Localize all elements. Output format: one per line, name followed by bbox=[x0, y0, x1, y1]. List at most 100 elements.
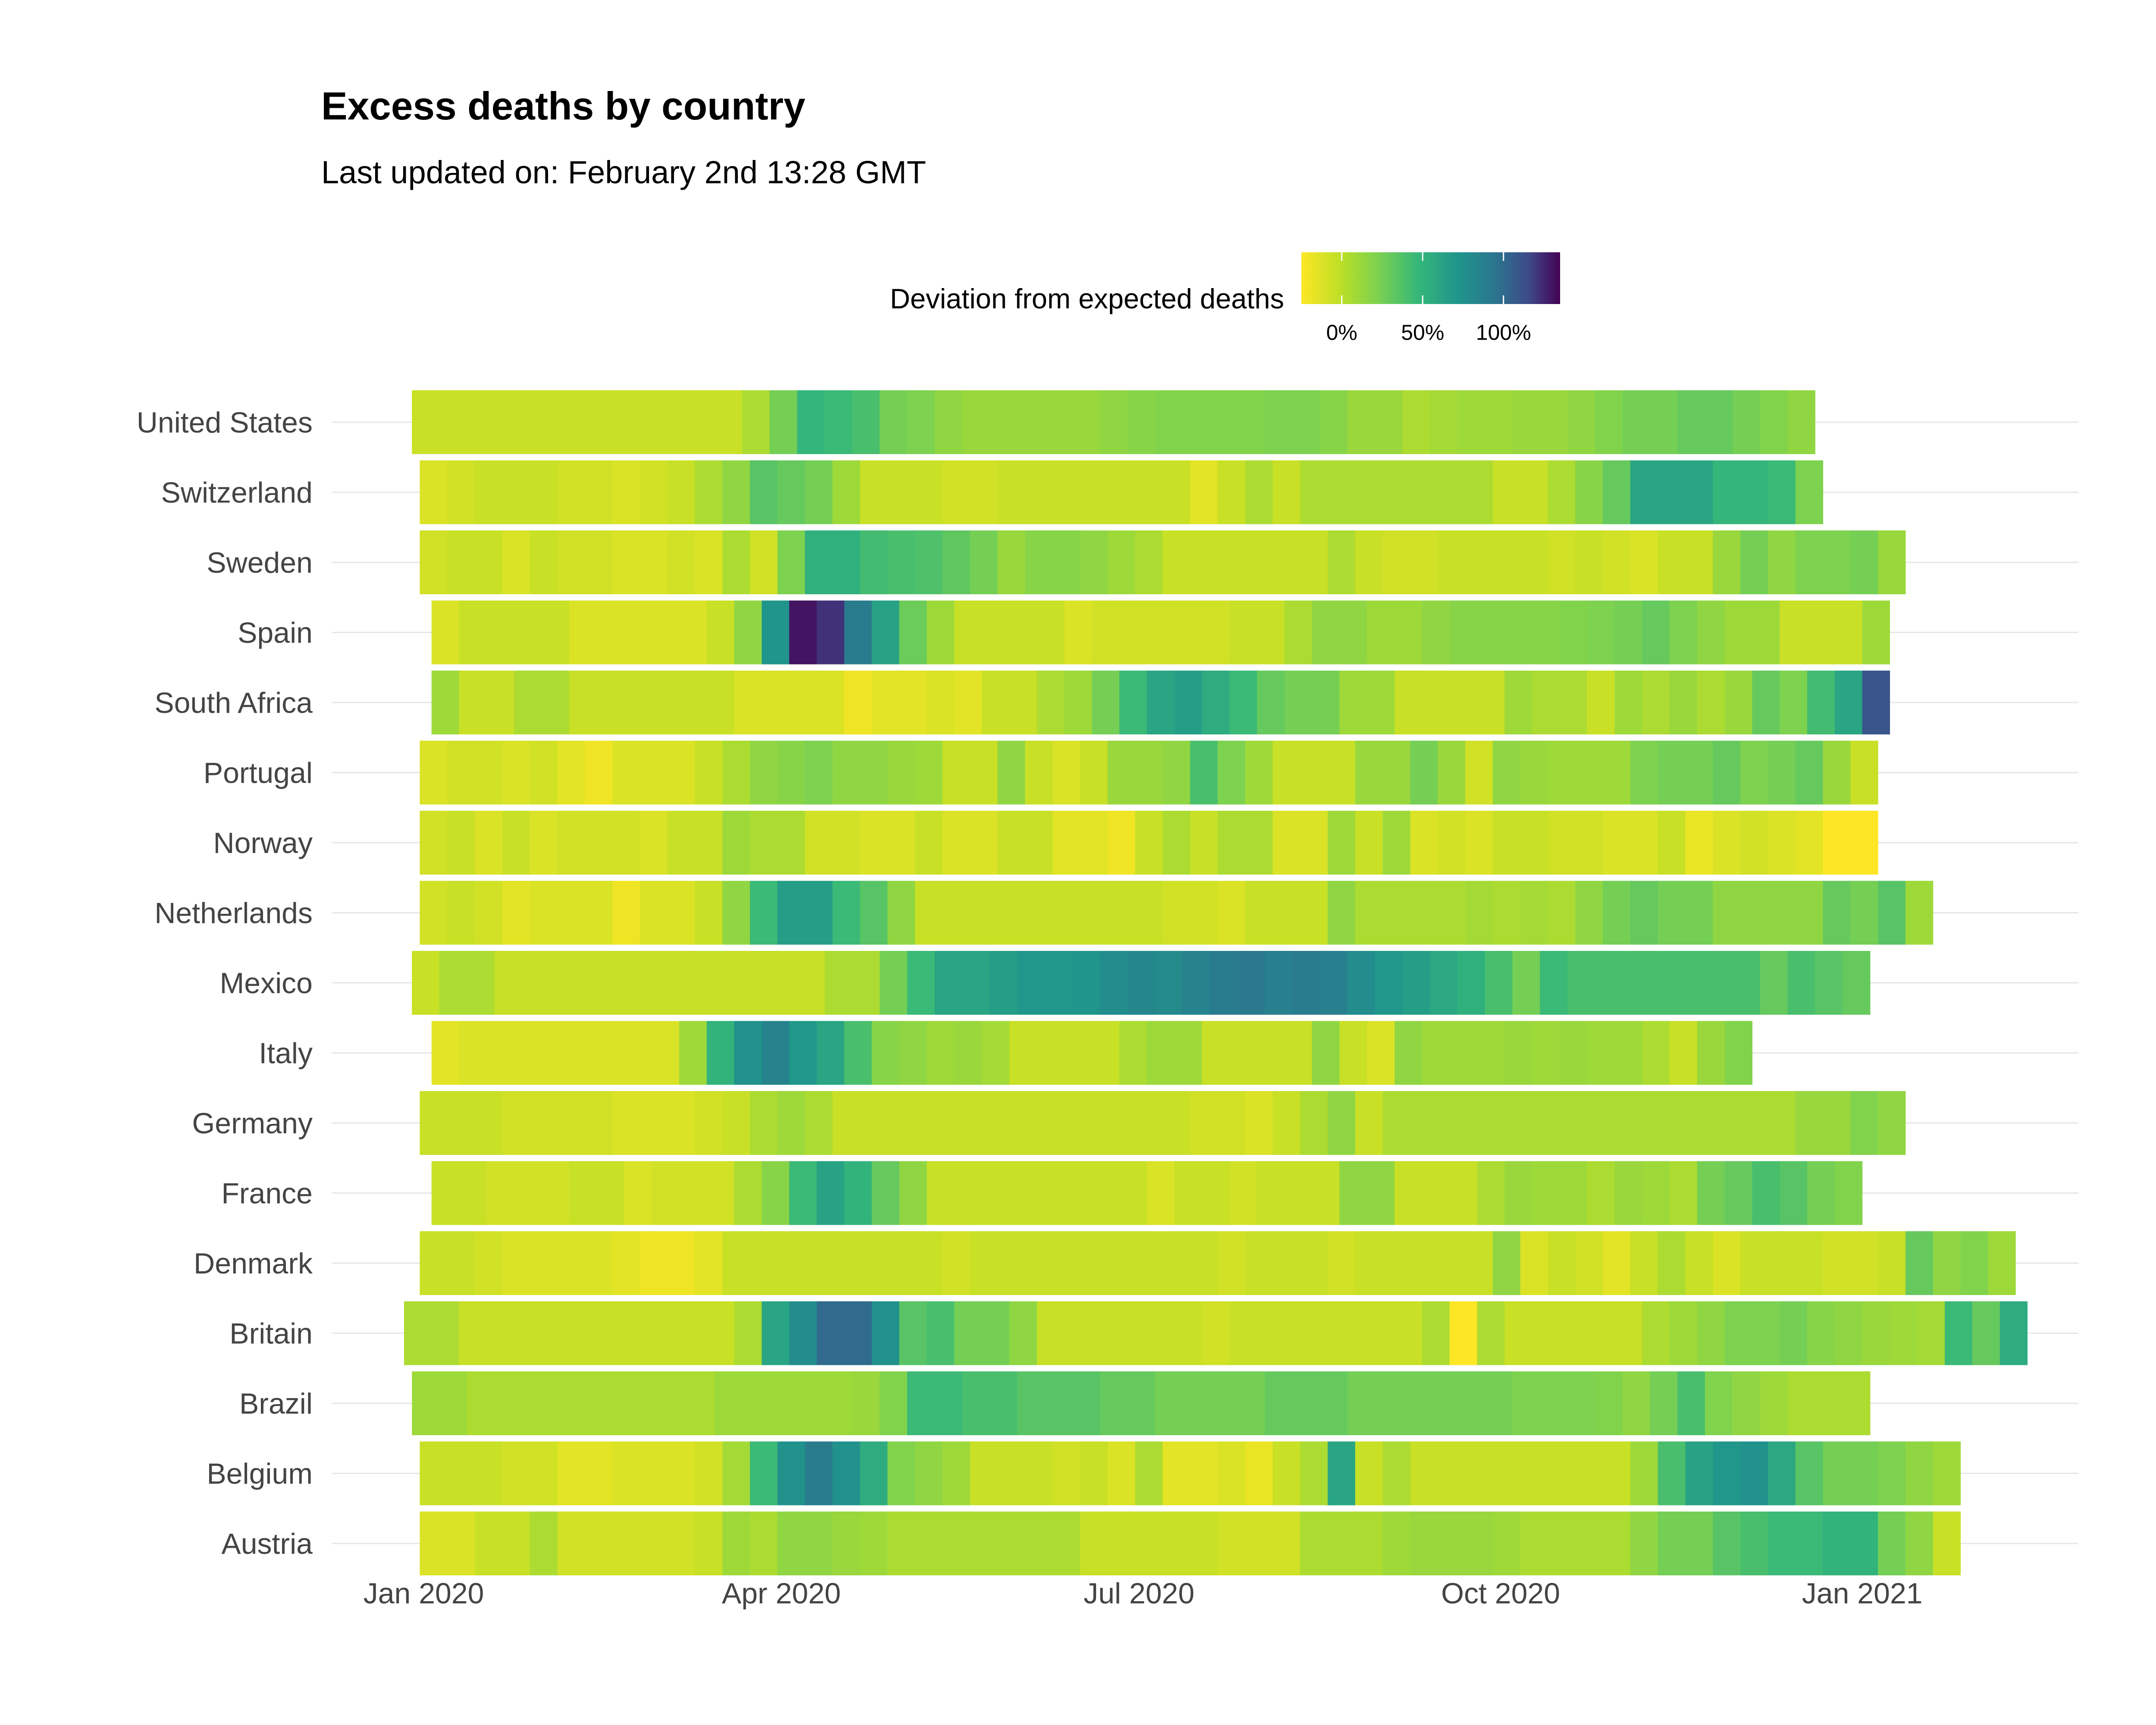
heatmap-cell bbox=[1300, 1512, 1328, 1575]
heatmap-cell bbox=[1795, 740, 1824, 805]
heatmap-cell bbox=[871, 1161, 900, 1225]
heatmap-cell bbox=[1052, 881, 1081, 945]
heatmap-cell bbox=[596, 1301, 625, 1365]
heatmap-cell bbox=[577, 951, 605, 1015]
heatmap-cell bbox=[789, 1021, 817, 1085]
heatmap-cell bbox=[612, 1441, 640, 1505]
heatmap-cell bbox=[1512, 390, 1540, 454]
heatmap-cell bbox=[1823, 1441, 1851, 1505]
heatmap-cell bbox=[1052, 1441, 1081, 1505]
heatmap-cell bbox=[431, 671, 460, 734]
heatmap-cell bbox=[1064, 1161, 1092, 1225]
heatmap-cell bbox=[750, 460, 778, 524]
heatmap-cell bbox=[1410, 1091, 1438, 1155]
heatmap-cell bbox=[1807, 600, 1835, 665]
heatmap-cell bbox=[1107, 1441, 1135, 1505]
heatmap-cell bbox=[1135, 530, 1163, 594]
heatmap-cell bbox=[1107, 530, 1135, 594]
heatmap-cell bbox=[1438, 1441, 1466, 1505]
heatmap-cell bbox=[1430, 390, 1458, 454]
heatmap-cell bbox=[467, 1371, 495, 1435]
heatmap-cell bbox=[1575, 1231, 1603, 1295]
heatmap-cell bbox=[1752, 600, 1780, 665]
heatmap-cell bbox=[887, 460, 915, 524]
heatmap-cell bbox=[542, 1301, 570, 1365]
heatmap-cell bbox=[1603, 1091, 1631, 1155]
heatmap-cell bbox=[667, 740, 696, 805]
heatmap-cell bbox=[805, 740, 833, 805]
heatmap-cell bbox=[585, 881, 613, 945]
heatmap-cell bbox=[915, 881, 943, 945]
heatmap-cell bbox=[1339, 1301, 1367, 1365]
heatmap-cell bbox=[1154, 951, 1183, 1015]
heatmap-cell bbox=[585, 740, 613, 805]
country-row bbox=[420, 460, 1824, 524]
heatmap-cell bbox=[1548, 1231, 1576, 1295]
heatmap-cell bbox=[714, 390, 743, 454]
heatmap-cell bbox=[1622, 1371, 1651, 1435]
heatmap-cell bbox=[734, 1301, 762, 1365]
heatmap-cell bbox=[502, 1441, 530, 1505]
heatmap-cell bbox=[750, 811, 778, 875]
heatmap-cell bbox=[1449, 1021, 1478, 1085]
heatmap-cell bbox=[1257, 600, 1285, 665]
heatmap-cell bbox=[1328, 740, 1356, 805]
heatmap-cell bbox=[1328, 1512, 1356, 1575]
heatmap-cell bbox=[1135, 740, 1163, 805]
country-label: Netherlands bbox=[154, 897, 313, 930]
heatmap-cell bbox=[1603, 1512, 1631, 1575]
heatmap-cell bbox=[1272, 1512, 1300, 1575]
heatmap-cell bbox=[817, 600, 845, 665]
heatmap-cell bbox=[1492, 740, 1521, 805]
heatmap-cell bbox=[1107, 811, 1135, 875]
heatmap-cell bbox=[1548, 1091, 1576, 1155]
heatmap-cell bbox=[652, 600, 680, 665]
heatmap-cell bbox=[1465, 1091, 1493, 1155]
heatmap-cell bbox=[695, 740, 723, 805]
heatmap-cell bbox=[1382, 1441, 1411, 1505]
heatmap-cell bbox=[1107, 881, 1135, 945]
heatmap-cell bbox=[962, 951, 990, 1015]
heatmap-cell bbox=[1559, 671, 1588, 734]
heatmap-cell bbox=[1394, 600, 1423, 665]
heatmap-cell bbox=[1367, 671, 1395, 734]
heatmap-cell bbox=[1658, 1231, 1686, 1295]
heatmap-cell bbox=[1410, 1441, 1438, 1505]
heatmap-cell bbox=[1465, 881, 1493, 945]
heatmap-cell bbox=[1319, 1371, 1348, 1435]
heatmap-cell bbox=[569, 1161, 597, 1225]
heatmap-cell bbox=[652, 671, 680, 734]
heatmap-cell bbox=[887, 811, 915, 875]
heatmap-cell bbox=[1265, 1371, 1293, 1435]
heatmap-cell bbox=[879, 951, 908, 1015]
heatmap-cell bbox=[997, 811, 1025, 875]
heatmap-cell bbox=[1850, 1091, 1878, 1155]
heatmap-cell bbox=[604, 390, 633, 454]
heatmap-cell bbox=[1229, 1161, 1257, 1225]
heatmap-cell bbox=[1210, 390, 1238, 454]
heatmap-cell bbox=[1182, 1371, 1210, 1435]
heatmap-cell bbox=[1272, 1091, 1300, 1155]
heatmap-cell bbox=[1347, 390, 1376, 454]
heatmap-cell bbox=[750, 1441, 778, 1505]
heatmap-cell bbox=[624, 671, 652, 734]
heatmap-cell bbox=[604, 1371, 633, 1435]
heatmap-cell bbox=[420, 460, 448, 524]
heatmap-cell bbox=[1438, 811, 1466, 875]
heatmap-cell bbox=[742, 1371, 770, 1435]
heatmap-cell bbox=[1740, 811, 1768, 875]
heatmap-cell bbox=[706, 671, 735, 734]
heatmap-cell bbox=[1559, 1301, 1588, 1365]
heatmap-cell bbox=[522, 1371, 550, 1435]
heatmap-cell bbox=[750, 1091, 778, 1155]
heatmap-cell bbox=[1532, 1021, 1560, 1085]
heatmap-cell bbox=[769, 1371, 798, 1435]
heatmap-cell bbox=[1217, 1231, 1246, 1295]
heatmap-cell bbox=[887, 1441, 915, 1505]
heatmap-cell bbox=[1603, 1231, 1631, 1295]
heatmap-cell bbox=[1025, 1512, 1053, 1575]
heatmap-cell bbox=[1229, 1021, 1257, 1085]
heatmap-cell bbox=[1697, 600, 1725, 665]
heatmap-cell bbox=[1044, 951, 1073, 1015]
heatmap-cell bbox=[1410, 1231, 1438, 1295]
